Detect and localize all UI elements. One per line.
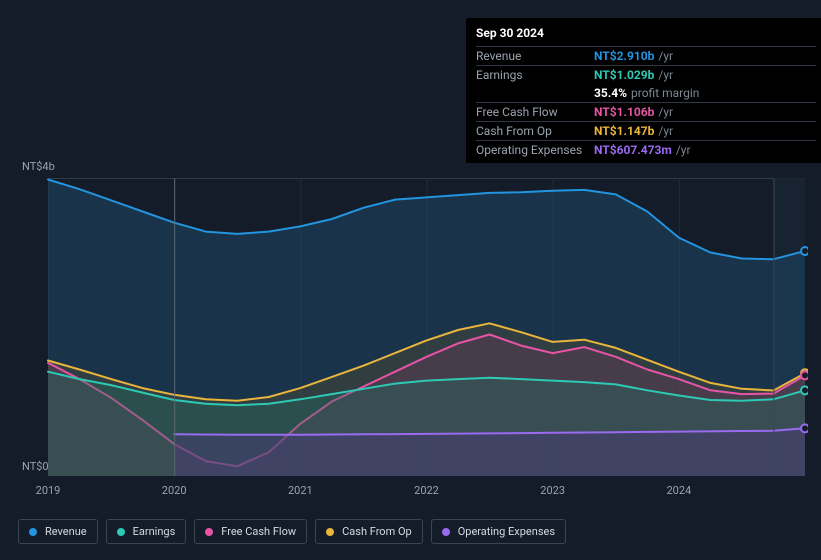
legend-dot [326,528,334,536]
tooltip-row-value: NT$2.910b [594,49,654,63]
legend-label: Free Cash Flow [221,525,296,538]
x-axis-tick-label: 2023 [540,484,565,497]
legend-label: Cash From Op [342,525,412,538]
tooltip-row-value: NT$607.473m [594,143,672,157]
tooltip-row-value: 35.4% [594,86,627,100]
y-axis-max-label: NT$4b [22,160,55,173]
tooltip-row-suffix: /yr [676,143,691,157]
tooltip-row-value: NT$1.147b [594,124,654,138]
tooltip-row-suffix: profit margin [631,86,699,100]
tooltip-row: Cash From OpNT$1.147b/yr [476,121,816,140]
tooltip-row: Operating ExpensesNT$607.473m/yr [476,140,816,159]
chart-tooltip: Sep 30 2024 RevenueNT$2.910b/yrEarningsN… [466,18,821,163]
legend-label: Operating Expenses [458,525,555,538]
series-end-marker-earnings [801,386,808,394]
x-axis-tick-label: 2021 [288,484,313,497]
chart-legend: Revenue Earnings Free Cash Flow Cash From O… [18,519,566,544]
series-end-marker-revenue [801,247,808,255]
legend-item-operating_expenses[interactable]: Operating Expenses [431,519,566,544]
x-axis-tick-label: 2019 [36,484,61,497]
legend-item-cash_from_op[interactable]: Cash From Op [315,519,423,544]
tooltip-row-label [476,86,594,100]
tooltip-row-value: NT$1.106b [594,105,654,119]
tooltip-row-label: Earnings [476,68,594,82]
x-axis-tick-label: 2022 [414,484,439,497]
tooltip-row-suffix: /yr [658,68,673,82]
x-axis-tick-label: 2020 [162,484,187,497]
legend-dot [442,528,450,536]
tooltip-row-label: Revenue [476,49,594,63]
legend-dot [117,528,125,536]
tooltip-row-suffix: /yr [658,49,673,63]
legend-dot [205,528,213,536]
tooltip-date: Sep 30 2024 [476,24,816,46]
series-end-marker-free_cash_flow [801,371,808,379]
x-axis-tick-label: 2024 [666,484,691,497]
legend-dot [29,528,37,536]
tooltip-row: Free Cash FlowNT$1.106b/yr [476,102,816,121]
tooltip-row: RevenueNT$2.910b/yr [476,46,816,65]
tooltip-row: EarningsNT$1.029b/yr [476,65,816,84]
tooltip-row-label: Free Cash Flow [476,105,594,119]
financials-chart[interactable] [18,178,808,476]
legend-label: Revenue [45,525,87,538]
tooltip-row-label: Operating Expenses [476,143,594,157]
legend-label: Earnings [133,525,176,538]
tooltip-row-label: Cash From Op [476,124,594,138]
series-end-marker-operating_expenses [801,424,808,432]
tooltip-row-suffix: /yr [658,124,673,138]
tooltip-row-suffix: /yr [658,105,673,119]
legend-item-free_cash_flow[interactable]: Free Cash Flow [194,519,307,544]
tooltip-row: 35.4% profit margin [476,84,816,102]
legend-item-revenue[interactable]: Revenue [18,519,98,544]
legend-item-earnings[interactable]: Earnings [106,519,187,544]
tooltip-row-value: NT$1.029b [594,68,654,82]
